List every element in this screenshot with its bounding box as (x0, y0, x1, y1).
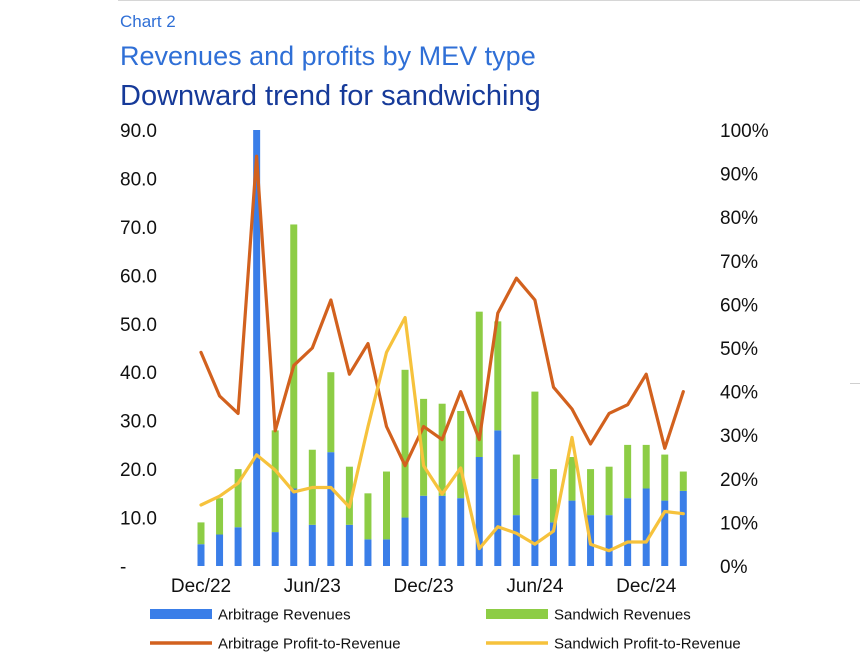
right-axis-tick-label: 30% (720, 426, 758, 447)
sandwich-revenue-bar (494, 321, 502, 431)
arbitrage-revenue-bar (661, 500, 669, 566)
chart-legend: Arbitrage Revenues Sandwich Revenues Arbit… (150, 607, 741, 653)
left-axis-tick-label: 20.0 (120, 460, 157, 481)
arbitrage-revenue-bar (512, 515, 520, 566)
right-axis-tick-label: 70% (720, 252, 758, 273)
arbitrage-revenue-bar (420, 495, 428, 566)
sandwich-revenue-bar (531, 391, 539, 479)
sandwich-revenue-bar (679, 471, 687, 491)
sandwich-revenue-bar (327, 372, 335, 453)
left-axis-tick-label: 80.0 (120, 169, 157, 190)
sandwich-revenue-bar (587, 469, 595, 516)
arbitrage-revenue-bar (345, 524, 353, 566)
legend-label: Sandwich Revenues (554, 607, 691, 624)
left-axis-tick-label: 60.0 (120, 266, 157, 287)
sandwich-revenue-bar (420, 398, 428, 496)
left-axis-tick-label: 10.0 (120, 509, 157, 530)
right-axis-ticks: 0% 10% 20% 30% 40% 50% 60% 70% 80% 90% 100% (720, 121, 769, 578)
sandwich-revenue-bar (475, 311, 483, 457)
side-tick (850, 383, 860, 384)
sandwich-revenue-bar (345, 466, 353, 525)
sandwich-revenue-bar (271, 430, 279, 533)
sandwich-revenue-bar (512, 454, 520, 516)
arbitrage-revenue-bar (383, 539, 390, 566)
legend-swatch (150, 609, 212, 619)
sandwich-profit-to-revenue-line (199, 315, 685, 553)
x-axis-tick-label: Dec/24 (616, 576, 677, 597)
sandwich-revenue-bar (624, 444, 632, 499)
left-axis-tick-label: 70.0 (120, 218, 157, 239)
sandwich-revenue-bar (642, 444, 650, 489)
legend-label: Arbitrage Revenues (218, 607, 351, 624)
sandwich-revenue-bar (197, 522, 205, 545)
right-axis-tick-label: 90% (720, 165, 758, 186)
legend-label: Arbitrage Profit-to-Revenue (218, 636, 401, 653)
arbitrage-revenue-bar (549, 522, 557, 566)
arbitrage-revenue-bar (327, 452, 335, 566)
sandwich-revenue-bar (364, 493, 372, 540)
arbitrage-revenue-bar (475, 457, 483, 566)
arbitrage-revenue-bar (438, 495, 446, 566)
right-axis-tick-label: 60% (720, 295, 758, 316)
line-series (199, 154, 685, 553)
x-axis-tick-label: Jun/23 (284, 576, 341, 597)
left-axis-tick-label: 40.0 (120, 363, 157, 384)
arbitrage-revenue-bar (568, 500, 576, 566)
sandwich-revenue-bar (605, 466, 613, 516)
right-axis-tick-label: 40% (720, 383, 758, 404)
x-axis-tick-label: Dec/22 (171, 576, 231, 597)
top-rule (118, 0, 860, 1)
sandwich-revenue-bar (568, 457, 576, 501)
arbitrage-revenue-bar (364, 539, 372, 566)
arbitrage-revenue-bar (234, 527, 242, 566)
sandwich-revenue-bar (661, 454, 669, 501)
arbitrage-profit-to-revenue-line (199, 154, 685, 468)
right-axis-tick-label: 0% (720, 557, 748, 578)
sandwich-revenue-bar (290, 224, 298, 489)
arbitrage-revenue-bar (253, 130, 261, 566)
x-axis-ticks: Dec/22 Jun/23 Dec/23 Jun/24 Dec/24 (171, 576, 677, 597)
chart-subtitle: Downward trend for sandwiching (120, 80, 541, 112)
left-axis-tick-label: 90.0 (120, 121, 157, 142)
sandwich-revenue-bar (549, 469, 557, 523)
sandwich-revenue-bar (457, 410, 465, 499)
sandwich-revenue-bar (383, 471, 390, 540)
left-axis-tick-label: 30.0 (120, 412, 157, 433)
sandwich-revenue-bar (438, 403, 446, 496)
arbitrage-revenue-bar (197, 544, 205, 566)
arbitrage-revenue-bar (401, 517, 409, 566)
arbitrage-revenue-bar (271, 532, 279, 566)
sandwich-revenue-bar (216, 498, 224, 535)
arbitrage-revenue-bar (531, 478, 539, 566)
arbitrage-revenue-bar (605, 515, 613, 566)
chart-number: Chart 2 (120, 12, 176, 31)
arbitrage-revenue-bar (216, 534, 224, 566)
arbitrage-revenue-bar (642, 488, 650, 566)
right-axis-tick-label: 100% (720, 121, 769, 142)
chart-title: Revenues and profits by MEV type (120, 41, 536, 71)
x-axis-tick-label: Dec/23 (393, 576, 453, 597)
right-axis-tick-label: 80% (720, 208, 758, 229)
right-axis-tick-label: 50% (720, 339, 758, 360)
legend-swatch (486, 609, 548, 619)
right-axis-tick-label: 10% (720, 513, 758, 534)
arbitrage-revenue-bar (457, 498, 465, 566)
legend-label: Sandwich Profit-to-Revenue (554, 636, 741, 653)
left-axis-tick-label: - (120, 557, 126, 578)
arbitrage-revenue-bar (290, 488, 298, 566)
arbitrage-revenue-bar (624, 498, 632, 566)
sandwich-revenue-bar (401, 369, 409, 518)
x-axis-tick-label: Jun/24 (506, 576, 563, 597)
arbitrage-revenue-bar (494, 430, 502, 566)
left-axis-tick-label: 50.0 (120, 315, 157, 336)
arbitrage-revenue-bar (308, 524, 316, 566)
left-axis-ticks: - 10.0 20.0 30.0 40.0 50.0 60.0 70.0 80.0 90.0 (120, 121, 157, 578)
sandwich-revenue-bar (234, 469, 242, 528)
right-axis-tick-label: 20% (720, 470, 758, 491)
arbitrage-revenue-bar (679, 490, 687, 566)
